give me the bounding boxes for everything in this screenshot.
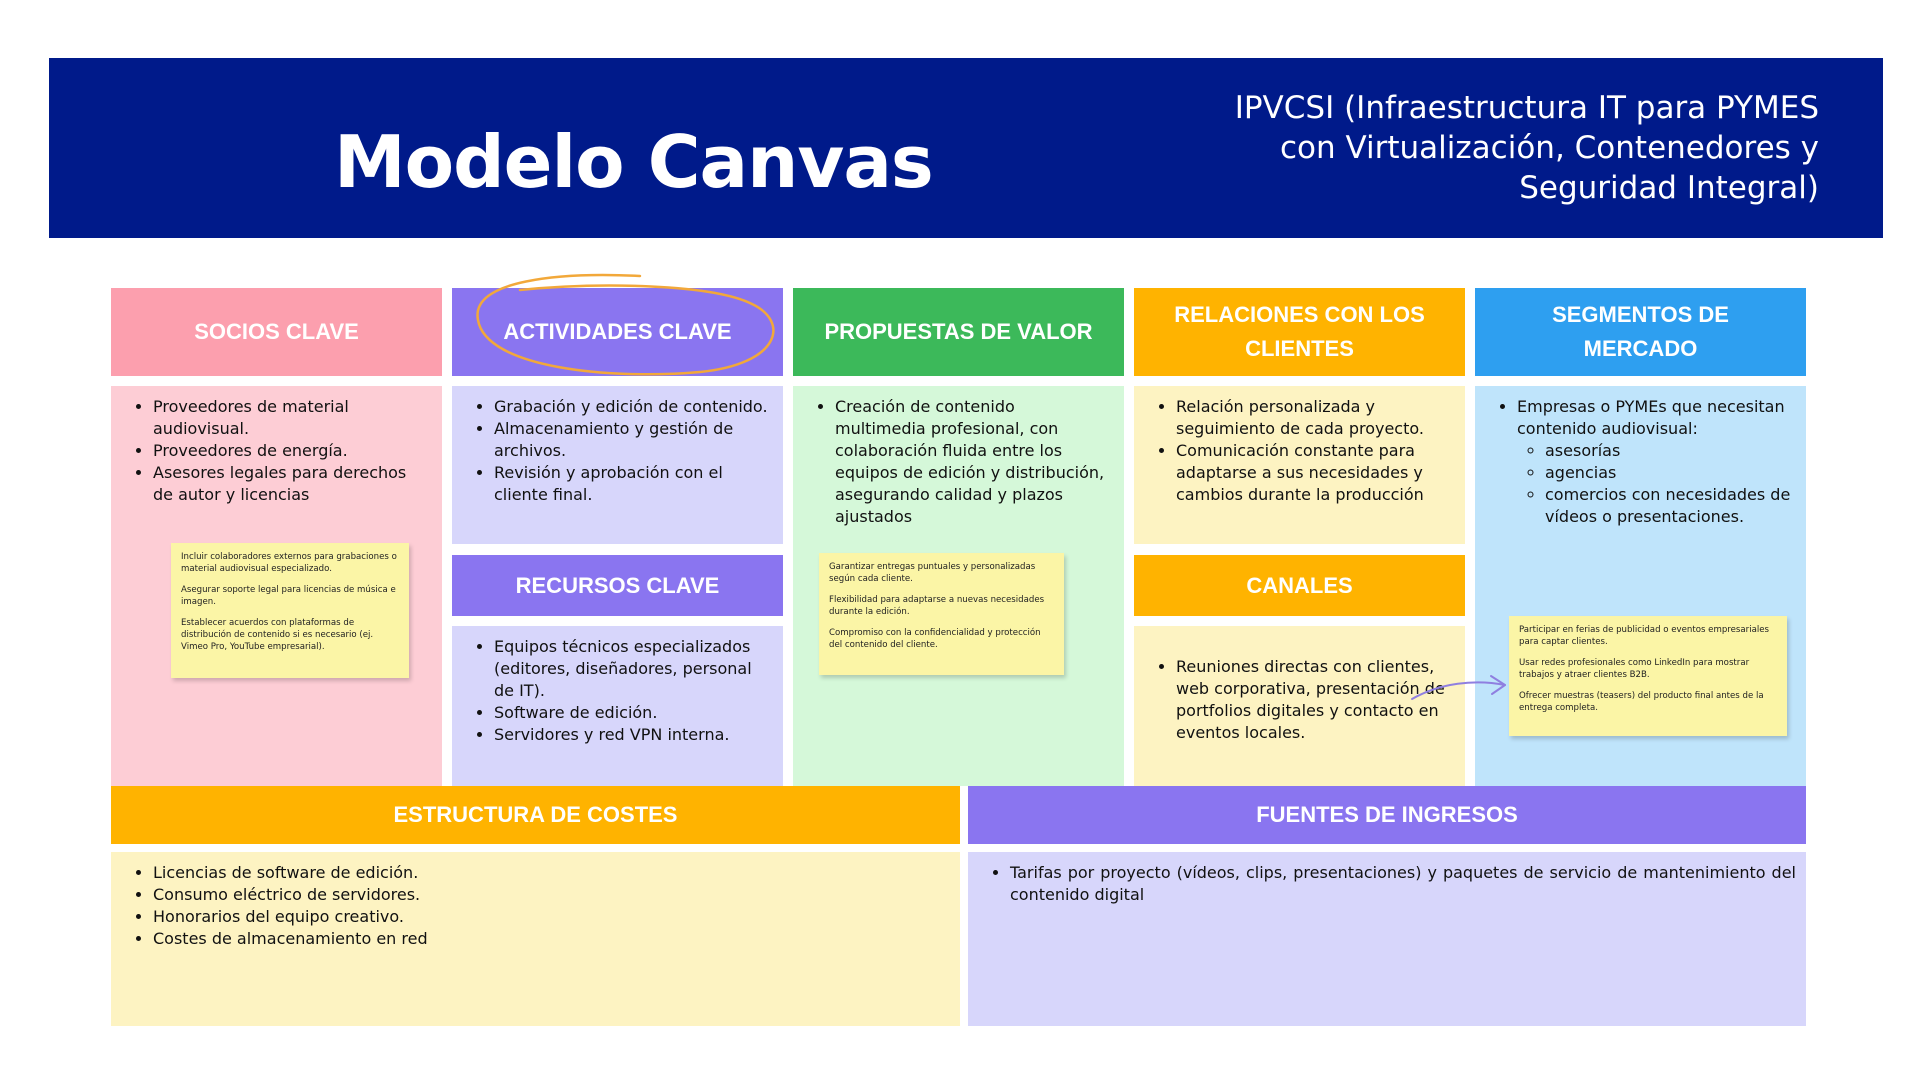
page-title: Modelo Canvas — [334, 120, 934, 204]
list-item: Reuniones directas con clientes, web cor… — [1176, 656, 1451, 744]
header-banner: Modelo Canvas IPVCSI (Infraestructura IT… — [49, 58, 1883, 238]
recursos-clave-header: RECURSOS CLAVE — [452, 555, 783, 616]
note-line: Compromiso con la confidencialidad y pro… — [829, 628, 1041, 650]
recursos-clave-body: Equipos técnicos especializados (editore… — [452, 626, 783, 786]
list-item: Proveedores de energía. — [153, 440, 428, 462]
note-line: Participar en ferias de publicidad o eve… — [1519, 625, 1770, 647]
estructura-costes-title: ESTRUCTURA DE COSTES — [393, 802, 678, 827]
note-line: Garantizar entregas puntuales y personal… — [829, 562, 1036, 584]
socios-clave-header: SOCIOS CLAVE — [111, 288, 442, 376]
list-item: Proveedores de material audiovisual. — [153, 396, 428, 440]
note-line: Asegurar soporte legal para licencias de… — [181, 585, 396, 607]
list-item: Revisión y aprobación con el cliente fin… — [494, 462, 769, 506]
propuestas-valor-header: PROPUESTAS DE VALOR — [793, 288, 1124, 376]
propuestas-sticky-note: Garantizar entregas puntuales y personal… — [819, 553, 1064, 675]
list-item: Tarifas por proyecto (vídeos, clips, pre… — [1010, 862, 1796, 906]
subtitle-line: con Virtualización, Contenedores y — [1279, 130, 1819, 166]
list-item: Empresas o PYMEs que necesitan contenido… — [1517, 396, 1792, 528]
segmentos-sublist: asesorías agencias comercios con necesid… — [1517, 440, 1792, 528]
sub-list-item: asesorías — [1545, 440, 1792, 462]
canales-list: Reuniones directas con clientes, web cor… — [1156, 656, 1451, 744]
canales-header: CANALES — [1134, 555, 1465, 616]
page-subtitle: IPVCSI (Infraestructura IT para PYMES co… — [1179, 88, 1819, 208]
list-item: Almacenamiento y gestión de archivos. — [494, 418, 769, 462]
list-item: Servidores y red VPN interna. — [494, 724, 769, 746]
list-item: Equipos técnicos especializados (editore… — [494, 636, 769, 702]
list-item: Costes de almacenamiento en red — [153, 928, 946, 950]
list-item: Consumo eléctrico de servidores. — [153, 884, 946, 906]
sub-list-item: agencias — [1545, 462, 1792, 484]
subtitle-line: IPVCSI (Infraestructura IT para PYMES — [1234, 90, 1819, 126]
socios-sticky-note: Incluir colaboradores externos para grab… — [171, 543, 409, 678]
list-item: Asesores legales para derechos de autor … — [153, 462, 428, 506]
segmentos-sticky-note: Participar en ferias de publicidad o eve… — [1509, 616, 1787, 736]
actividades-clave-title: ACTIVIDADES CLAVE — [503, 319, 732, 344]
recursos-clave-title: RECURSOS CLAVE — [515, 572, 720, 598]
fuentes-ingresos-title: FUENTES DE INGRESOS — [1256, 802, 1518, 827]
list-item: Grabación y edición de contenido. — [494, 396, 769, 418]
canales-title: CANALES — [1246, 572, 1353, 598]
estructura-costes-body: Licencias de software de edición. Consum… — [111, 852, 960, 1026]
actividades-clave-body: Grabación y edición de contenido. Almace… — [452, 386, 783, 544]
list-item: Honorarios del equipo creativo. — [153, 906, 946, 928]
fuentes-ingresos-body: Tarifas por proyecto (vídeos, clips, pre… — [968, 852, 1806, 1026]
list-item: Software de edición. — [494, 702, 769, 724]
recursos-clave-list: Equipos técnicos especializados (editore… — [474, 636, 769, 746]
list-item: Licencias de software de edición. — [153, 862, 946, 884]
segmentos-mercado-title: SEGMENTOS DE MERCADO — [1552, 302, 1729, 361]
note-line: Flexibilidad para adaptarse a nuevas nec… — [829, 595, 1045, 617]
propuestas-valor-list: Creación de contenido multimedia profesi… — [815, 396, 1110, 528]
note-line: Establecer acuerdos con plataformas de d… — [181, 618, 374, 652]
socios-clave-list: Proveedores de material audiovisual. Pro… — [133, 396, 428, 506]
note-line: Incluir colaboradores externos para grab… — [181, 552, 397, 574]
socios-clave-title: SOCIOS CLAVE — [194, 319, 359, 344]
relaciones-clientes-body: Relación personalizada y seguimiento de … — [1134, 386, 1465, 544]
propuestas-valor-title: PROPUESTAS DE VALOR — [824, 319, 1093, 344]
segmentos-mercado-list: Empresas o PYMEs que necesitan contenido… — [1497, 396, 1792, 528]
fuentes-ingresos-list: Tarifas por proyecto (vídeos, clips, pre… — [990, 862, 1796, 906]
relaciones-clientes-list: Relación personalizada y seguimiento de … — [1156, 396, 1451, 506]
actividades-clave-list: Grabación y edición de contenido. Almace… — [474, 396, 769, 506]
relaciones-clientes-title: RELACIONES CON LOS CLIENTES — [1174, 302, 1425, 361]
estructura-costes-header: ESTRUCTURA DE COSTES — [111, 786, 960, 844]
estructura-costes-list: Licencias de software de edición. Consum… — [133, 862, 946, 950]
canales-body: Reuniones directas con clientes, web cor… — [1134, 626, 1465, 786]
fuentes-ingresos-header: FUENTES DE INGRESOS — [968, 786, 1806, 844]
list-item: Creación de contenido multimedia profesi… — [835, 396, 1110, 528]
note-line: Ofrecer muestras (teasers) del producto … — [1519, 691, 1764, 713]
note-line: Usar redes profesionales como LinkedIn p… — [1519, 658, 1750, 680]
relaciones-clientes-header: RELACIONES CON LOS CLIENTES — [1134, 288, 1465, 376]
list-item: Comunicación constante para adaptarse a … — [1176, 440, 1451, 506]
segmentos-mercado-header: SEGMENTOS DE MERCADO — [1475, 288, 1806, 376]
list-item-text: Empresas o PYMEs que necesitan contenido… — [1517, 397, 1785, 438]
list-item: Relación personalizada y seguimiento de … — [1176, 396, 1451, 440]
actividades-clave-header: ACTIVIDADES CLAVE — [452, 288, 783, 376]
subtitle-line: Seguridad Integral) — [1519, 170, 1819, 206]
sub-list-item: comercios con necesidades de vídeos o pr… — [1545, 484, 1792, 528]
